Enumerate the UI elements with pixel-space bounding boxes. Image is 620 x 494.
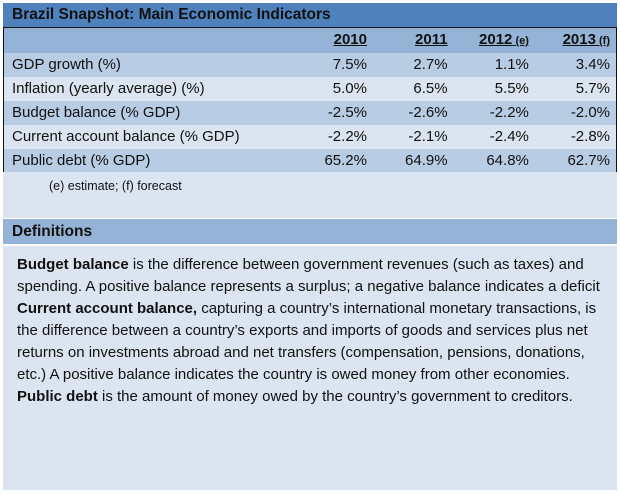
- indicators-table: 2010 2011 2012 (e) 2013 (f) GDP growth (…: [3, 27, 617, 174]
- table-row-budget-balance: Budget balance (% GDP) -2.5% -2.6% -2.2%…: [3, 101, 617, 125]
- cell-2010: 7.5%: [332, 56, 367, 73]
- definitions-body: Budget balance is the difference between…: [3, 246, 617, 490]
- cell-2012: 1.1%: [494, 56, 529, 73]
- cell-2011: -2.6%: [408, 104, 448, 121]
- definitions-heading: Definitions: [3, 219, 617, 244]
- cell-2012: -2.4%: [489, 128, 529, 145]
- row-label: GDP growth (%): [12, 56, 121, 73]
- header-2013: 2013 (f): [535, 28, 617, 54]
- header-year: 2011: [415, 31, 448, 48]
- row-label: Public debt (% GDP): [12, 152, 151, 169]
- row-label: Current account balance (% GDP): [12, 128, 240, 145]
- definition-current-account-balance: Current account balance, capturing a cou…: [17, 298, 609, 386]
- cell-2012: 64.8%: [486, 152, 529, 169]
- table-title: Brazil Snapshot: Main Economic Indicator…: [3, 3, 617, 27]
- header-2011: 2011: [373, 28, 454, 54]
- header-year: 2012: [479, 31, 513, 48]
- header-suffix: (e): [512, 35, 529, 47]
- cell-2013: 62.7%: [567, 152, 610, 169]
- cell-2011: -2.1%: [408, 128, 448, 145]
- cell-2013: -2.0%: [570, 104, 610, 121]
- header-label-cell: [4, 28, 293, 54]
- cell-2010: 5.0%: [332, 80, 367, 97]
- definition-public-debt: Public debt is the amount of money owed …: [17, 386, 609, 408]
- table-header-row: 2010 2011 2012 (e) 2013 (f): [3, 27, 617, 54]
- definition-text: is the amount of money owed by the count…: [97, 388, 573, 405]
- definition-term: Current account balance,: [17, 300, 198, 317]
- cell-2013: 5.7%: [575, 80, 610, 97]
- definition-text: is the difference between government rev…: [17, 256, 600, 295]
- cell-2011: 6.5%: [413, 80, 448, 97]
- cell-2012: -2.2%: [489, 104, 529, 121]
- header-suffix: (f): [595, 35, 610, 47]
- cell-2011: 64.9%: [405, 152, 448, 169]
- cell-2012: 5.5%: [494, 80, 529, 97]
- cell-2010: 65.2%: [324, 152, 367, 169]
- definition-term: Public debt: [17, 388, 98, 405]
- cell-2010: -2.5%: [327, 104, 367, 121]
- header-year: 2013: [562, 31, 596, 48]
- header-2010: 2010: [292, 28, 373, 54]
- table-row-inflation: Inflation (yearly average) (%) 5.0% 6.5%…: [3, 77, 617, 101]
- row-label: Budget balance (% GDP): [12, 104, 181, 121]
- cell-2013: -2.8%: [570, 128, 610, 145]
- table-row-current-account: Current account balance (% GDP) -2.2% -2…: [3, 125, 617, 149]
- definition-budget-balance: Budget balance is the difference between…: [17, 254, 609, 298]
- table-row-public-debt: Public debt (% GDP) 65.2% 64.9% 64.8% 62…: [3, 149, 617, 174]
- footnote-area: (e) estimate; (f) forecast: [3, 172, 617, 218]
- table-row-gdp-growth: GDP growth (%) 7.5% 2.7% 1.1% 3.4%: [3, 53, 617, 77]
- row-label: Inflation (yearly average) (%): [12, 80, 205, 97]
- definition-text: capturing a country’s international mone…: [17, 300, 597, 383]
- footnote: (e) estimate; (f) forecast: [49, 179, 182, 193]
- cell-2011: 2.7%: [413, 56, 448, 73]
- cell-2010: -2.2%: [327, 128, 367, 145]
- cell-2013: 3.4%: [575, 56, 610, 73]
- header-2012: 2012 (e): [454, 28, 535, 54]
- definition-term: Budget balance: [17, 256, 129, 273]
- header-year: 2010: [333, 31, 367, 48]
